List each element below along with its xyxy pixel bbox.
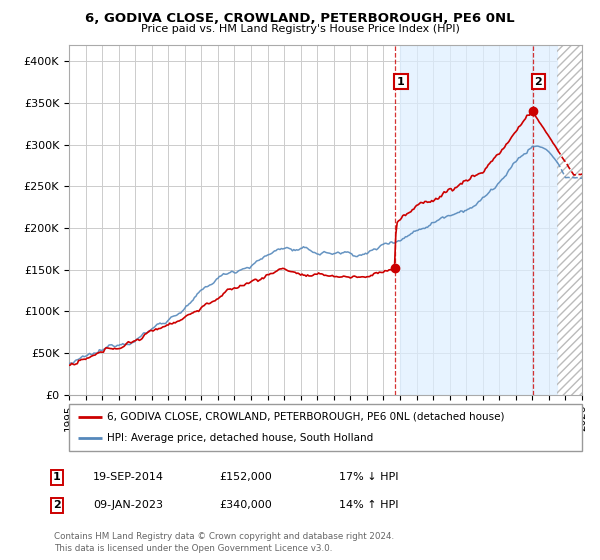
- Bar: [400, 45, 557, 395]
- Bar: [557, 45, 582, 395]
- Bar: [557, 45, 582, 395]
- Text: 6, GODIVA CLOSE, CROWLAND, PETERBOROUGH, PE6 0NL (detached house): 6, GODIVA CLOSE, CROWLAND, PETERBOROUGH,…: [107, 412, 505, 422]
- Text: HPI: Average price, detached house, South Holland: HPI: Average price, detached house, Sout…: [107, 433, 374, 444]
- Text: 1: 1: [53, 472, 61, 482]
- Text: 14% ↑ HPI: 14% ↑ HPI: [339, 500, 398, 510]
- Text: Contains HM Land Registry data © Crown copyright and database right 2024.
This d: Contains HM Land Registry data © Crown c…: [54, 533, 394, 553]
- Text: £340,000: £340,000: [219, 500, 272, 510]
- FancyBboxPatch shape: [69, 404, 582, 451]
- Text: 2: 2: [535, 77, 542, 87]
- Text: 2: 2: [53, 500, 61, 510]
- Text: 6, GODIVA CLOSE, CROWLAND, PETERBOROUGH, PE6 0NL: 6, GODIVA CLOSE, CROWLAND, PETERBOROUGH,…: [85, 12, 515, 25]
- Text: £152,000: £152,000: [219, 472, 272, 482]
- Text: 17% ↓ HPI: 17% ↓ HPI: [339, 472, 398, 482]
- Text: 1: 1: [397, 77, 405, 87]
- Text: Price paid vs. HM Land Registry's House Price Index (HPI): Price paid vs. HM Land Registry's House …: [140, 24, 460, 34]
- Text: 19-SEP-2014: 19-SEP-2014: [93, 472, 164, 482]
- Text: 09-JAN-2023: 09-JAN-2023: [93, 500, 163, 510]
